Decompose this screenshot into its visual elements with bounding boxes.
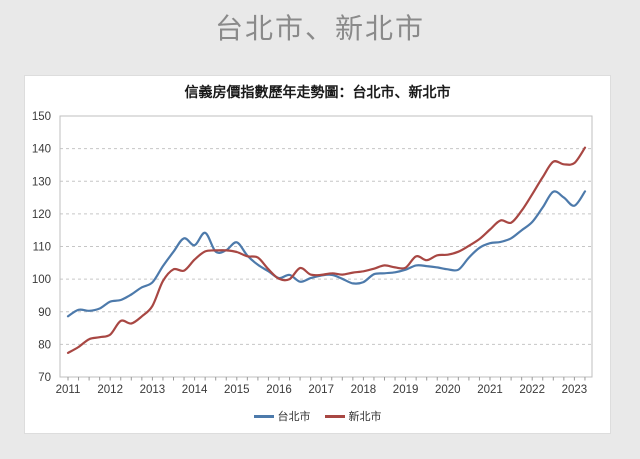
- x-axis-tick-label: 2017: [308, 384, 334, 396]
- page-title: 台北市、新北市: [214, 13, 425, 44]
- y-axis-tick-label: 70: [38, 372, 51, 384]
- legend-item-new-taipei-city: 新北市: [324, 408, 382, 424]
- y-axis-tick-label: 80: [38, 339, 51, 351]
- plot-border: [59, 115, 593, 378]
- x-axis-tick-label: 2013: [140, 384, 166, 396]
- taipei-city-line-swatch: [253, 414, 274, 418]
- line-taipei-city: [66, 190, 587, 318]
- chart-title: 信義房價指數歷年走勢圖：台北市、新北市: [184, 86, 451, 101]
- line-new-taipei-city: [66, 146, 587, 354]
- y-axis-tick-label: 140: [32, 144, 51, 156]
- y-axis-tick-label: 120: [32, 209, 51, 221]
- x-axis-tick-label: 2016: [266, 384, 292, 396]
- legend-item-taipei-city: 台北市: [253, 408, 311, 424]
- x-axis-tick-label: 2019: [393, 384, 419, 396]
- legend-label: 新北市: [348, 411, 382, 423]
- x-axis-tick-label: 2014: [182, 384, 208, 396]
- y-axis-tick-label: 150: [32, 111, 51, 123]
- chart-panel: 信義房價指數歷年走勢圖：台北市、新北市 70 80 90 100 110 120 130 14…: [24, 75, 611, 434]
- x-axis-tick-label: 2023: [562, 384, 588, 396]
- legend-label: 台北市: [277, 411, 311, 423]
- price-index-line-chart: 70 80 90 100 110 120 130 140 150 2011 2012 2013 2014…: [32, 111, 593, 396]
- y-axis-tick-label: 90: [38, 307, 51, 319]
- y-axis-tick-label: 100: [32, 274, 51, 286]
- x-axis-tick-label: 2012: [97, 384, 123, 396]
- x-axis-tick-label: 2018: [351, 384, 377, 396]
- x-axis-tick-label: 2020: [435, 384, 461, 396]
- x-axis-tick-label: 2022: [519, 384, 545, 396]
- x-axis-tick-label: 2011: [56, 384, 81, 396]
- y-axis-tick-label: 130: [32, 176, 51, 188]
- new-taipei-city-line-swatch: [324, 414, 345, 418]
- x-axis-tick-label: 2015: [224, 384, 250, 396]
- chart-legend: 台北市 新北市: [25, 408, 610, 424]
- y-axis-tick-label: 110: [33, 242, 51, 254]
- x-axis-tick-label: 2021: [477, 384, 503, 396]
